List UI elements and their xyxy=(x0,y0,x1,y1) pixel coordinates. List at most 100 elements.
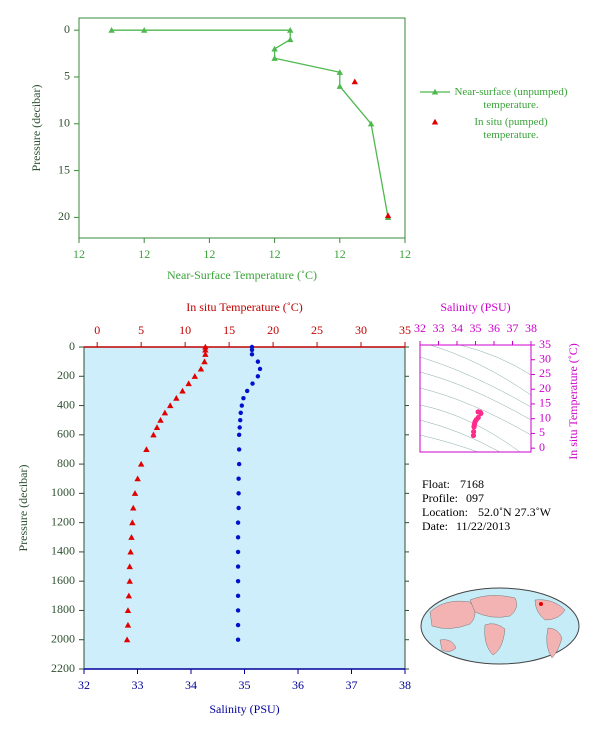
x-tick-label: 32 xyxy=(414,321,426,335)
legend-marker xyxy=(431,118,439,125)
point xyxy=(153,424,161,431)
x-tick-label: 32 xyxy=(78,678,90,692)
x2-tick-label: 5 xyxy=(138,323,144,337)
legend-label: In situ (pumped) temperature. xyxy=(474,116,548,141)
y-tick-label: 0 xyxy=(64,22,70,36)
x-tick-label: 12 xyxy=(399,247,411,261)
info-label: Float: xyxy=(422,477,450,491)
point xyxy=(161,409,169,416)
point xyxy=(131,490,139,496)
point xyxy=(126,563,133,570)
x2-tick-label: 25 xyxy=(311,323,323,337)
x-tick-label: 12 xyxy=(269,247,281,261)
point xyxy=(235,520,241,525)
x-axis-title: Salinity (PSU) xyxy=(209,702,279,716)
y-axis-title: Pressure (decibar) xyxy=(29,85,43,172)
x2-tick-label: 35 xyxy=(399,323,411,337)
x-tick-label: 37 xyxy=(346,678,358,692)
x-tick-label: 37 xyxy=(507,321,519,335)
point xyxy=(143,446,150,453)
point xyxy=(237,425,242,430)
point xyxy=(191,373,199,379)
info-value: 11/22/2013 xyxy=(456,519,510,533)
x-tick-label: 34 xyxy=(185,678,197,692)
y-tick-label: 2000 xyxy=(51,631,75,645)
point xyxy=(287,36,294,43)
point xyxy=(123,636,131,643)
y-tick-label: 2200 xyxy=(51,661,75,675)
y-axis-title: In situ Temperature (˚C) xyxy=(566,343,580,460)
point xyxy=(108,26,115,33)
point xyxy=(150,431,157,438)
point xyxy=(471,429,477,435)
x-tick-label: 36 xyxy=(488,321,500,335)
y-tick-label: 35 xyxy=(539,337,551,351)
y-tick-label: 5 xyxy=(539,425,545,439)
point xyxy=(201,358,208,365)
point xyxy=(235,593,241,599)
legend-label: Near-surface (unpumped) temperature. xyxy=(454,86,568,111)
y-axis-title: Pressure (decibar) xyxy=(16,465,30,552)
y-tick-label: 20 xyxy=(539,381,551,395)
x-tick-label: 35 xyxy=(470,321,482,335)
point xyxy=(236,505,241,511)
point xyxy=(202,351,209,357)
point xyxy=(235,564,241,569)
info-value: 7168 xyxy=(460,477,484,491)
y-tick-label: 1200 xyxy=(51,514,75,528)
point xyxy=(235,578,241,584)
y-tick-label: 0 xyxy=(69,339,75,353)
point xyxy=(197,365,205,372)
x-tick-label: 38 xyxy=(525,321,537,335)
point xyxy=(271,45,278,52)
legend-marker xyxy=(431,88,439,95)
density-contours xyxy=(419,344,532,453)
info-label: Location: xyxy=(422,505,468,519)
y-tick-label: 1800 xyxy=(51,602,75,616)
info-value: 097 xyxy=(466,491,484,505)
point xyxy=(244,388,250,394)
point xyxy=(235,637,241,642)
y-tick-label: 800 xyxy=(57,456,75,470)
x-tick-label: 38 xyxy=(399,678,411,692)
legend-item: Near-surface (unpumped) temperature. xyxy=(418,86,588,112)
x-tick-label: 12 xyxy=(73,247,85,261)
x2-tick-label: 10 xyxy=(179,323,191,337)
info-value: 52.0˚N 27.3˚W xyxy=(478,505,552,519)
plot-background xyxy=(83,346,406,670)
point xyxy=(130,504,137,511)
info-label: Date: xyxy=(422,519,448,533)
point xyxy=(255,374,261,379)
point xyxy=(179,387,186,394)
y-tick-label: 600 xyxy=(57,427,75,441)
x2-tick-label: 30 xyxy=(355,323,367,337)
point xyxy=(236,476,241,481)
y-tick-label: 400 xyxy=(57,397,75,411)
point xyxy=(125,592,133,599)
series-line xyxy=(111,29,389,218)
point xyxy=(478,410,484,416)
point xyxy=(127,548,134,555)
world-map xyxy=(420,587,580,665)
x2-axis-title: In situ Temperature (˚C) xyxy=(186,300,303,314)
y-tick-label: 1000 xyxy=(51,485,75,499)
point xyxy=(236,447,242,452)
point xyxy=(236,461,242,467)
y-tick-label: 1600 xyxy=(51,573,75,587)
point xyxy=(235,622,241,628)
x-axis-title: Near-Surface Temperature (˚C) xyxy=(167,268,317,282)
x2-tick-label: 0 xyxy=(94,323,100,337)
y-tick-label: 15 xyxy=(539,396,551,410)
y-tick-label: 200 xyxy=(57,368,75,382)
y-tick-label: 30 xyxy=(539,351,551,365)
point xyxy=(255,359,261,364)
point xyxy=(235,549,241,555)
legend-item: In situ (pumped) temperature. xyxy=(418,116,588,142)
point xyxy=(257,366,263,372)
point xyxy=(236,432,242,438)
point xyxy=(202,343,209,350)
point xyxy=(238,417,243,423)
y-tick-label: 15 xyxy=(58,162,70,176)
point xyxy=(128,534,135,540)
